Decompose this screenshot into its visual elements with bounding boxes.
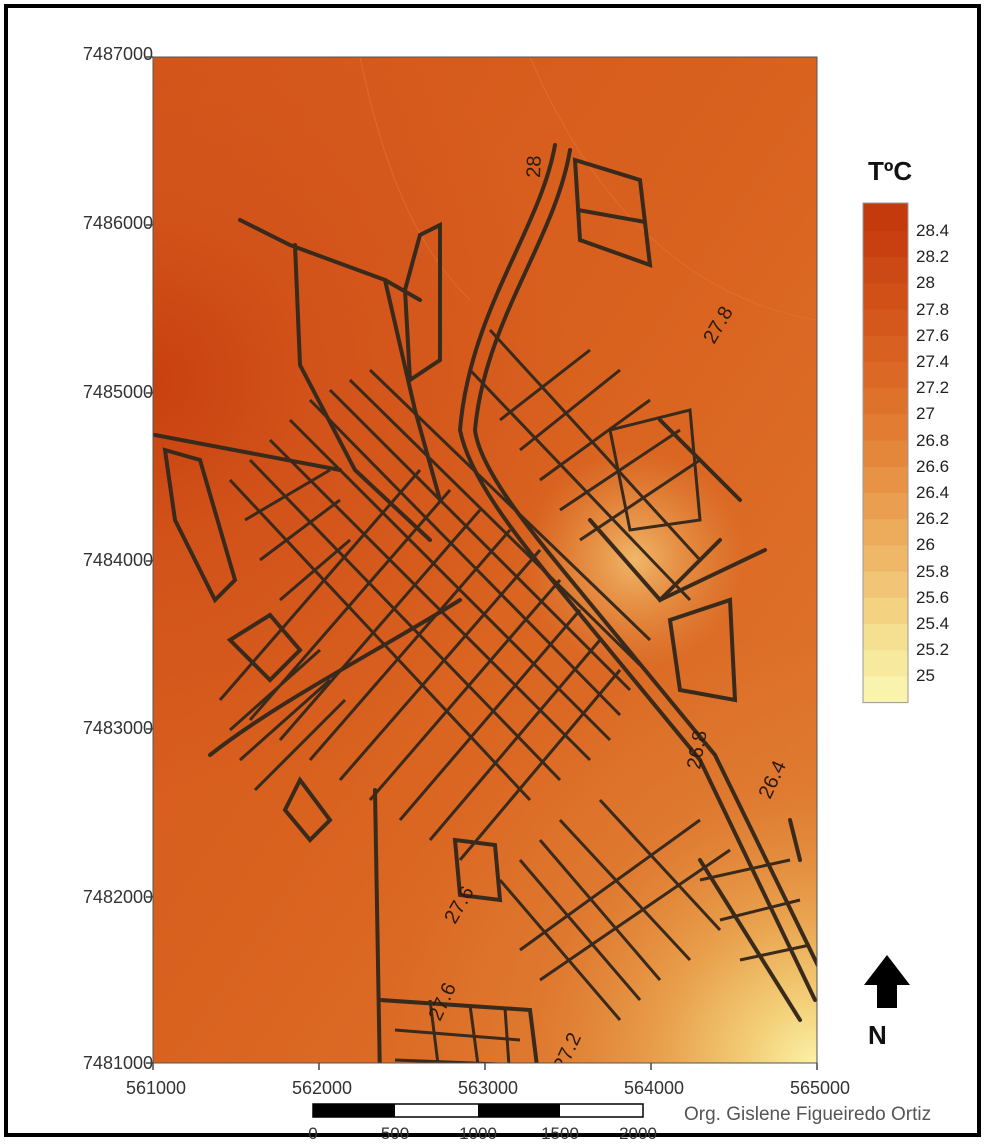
x-tick-label: 564000	[623, 1078, 685, 1098]
legend-value: 27	[916, 404, 935, 424]
legend-swatch	[863, 571, 908, 599]
y-tick-label: 7485000	[82, 382, 153, 402]
legend-swatch	[863, 624, 908, 651]
legend-swatch	[863, 676, 908, 704]
legend-value: 27.6	[916, 325, 950, 345]
y-tick-label: 7487000	[82, 44, 153, 64]
y-tick-label: 7482000	[82, 887, 153, 907]
legend-value: 27.8	[916, 299, 950, 319]
y-tick-label: 7483000	[82, 718, 153, 738]
legend-swatch	[863, 309, 908, 337]
legend-value: 27.2	[916, 378, 950, 398]
scale-bar	[312, 1103, 644, 1118]
legend-swatch	[863, 283, 908, 311]
legend-swatch	[863, 597, 908, 625]
legend-swatch	[863, 414, 908, 442]
legend-value: 25.6	[916, 587, 950, 607]
scale-label: 2000	[619, 1124, 657, 1143]
legend-swatch	[863, 440, 908, 468]
legend-swatch	[863, 203, 908, 231]
legend-swatch	[863, 335, 908, 363]
scale-label: 1500	[541, 1124, 579, 1143]
y-tick-label: 7484000	[82, 550, 153, 570]
legend-value: 28.2	[916, 247, 950, 267]
street-grid	[218, 328, 811, 1063]
scale-label: 1000	[459, 1124, 497, 1143]
legend-swatch	[863, 388, 908, 415]
legend-value: 26	[916, 535, 935, 555]
legend-title: TºC	[868, 156, 913, 186]
legend-value: 26.8	[916, 430, 950, 450]
x-tick-label: 563000	[457, 1078, 519, 1098]
legend-swatch	[863, 493, 908, 520]
legend-swatch	[863, 545, 908, 573]
legend-value: 28	[916, 273, 935, 293]
contour-label: 28	[523, 155, 546, 178]
legend-value: 25.8	[916, 561, 950, 581]
legend-value: 28.4	[916, 221, 950, 240]
map-frame	[4, 4, 981, 1137]
legend-value: 27.4	[916, 352, 950, 371]
legend-swatch	[863, 650, 908, 677]
scale-label: 500	[380, 1124, 410, 1143]
credit-text: Org. Gislene Figueiredo Ortiz	[684, 1104, 932, 1125]
legend-outline	[862, 202, 909, 704]
scale-label: 0	[308, 1124, 318, 1143]
north-arrow-icon	[864, 955, 910, 1008]
legend-swatch	[863, 466, 908, 494]
x-tick-label: 565000	[789, 1078, 851, 1098]
legend-value: 26.6	[916, 456, 950, 476]
y-tick-label: 7486000	[82, 213, 153, 233]
north-label: N	[868, 1020, 887, 1050]
axis-ticks	[146, 56, 818, 1070]
legend-swatch	[863, 519, 908, 546]
x-tick-label: 561000	[125, 1078, 187, 1098]
legend-swatch	[863, 231, 908, 258]
legend-swatch	[863, 362, 908, 389]
legend-value: 25.2	[916, 640, 950, 660]
legend-swatch	[863, 257, 908, 284]
legend-value: 25.4	[916, 614, 950, 633]
legend-value: 26.2	[916, 509, 950, 529]
legend-value: 26.4	[916, 483, 950, 502]
legend-colorbar	[862, 202, 909, 704]
y-tick-label: 7481000	[82, 1053, 153, 1073]
legend-value: 25	[916, 666, 935, 686]
x-tick-label: 562000	[291, 1078, 353, 1098]
